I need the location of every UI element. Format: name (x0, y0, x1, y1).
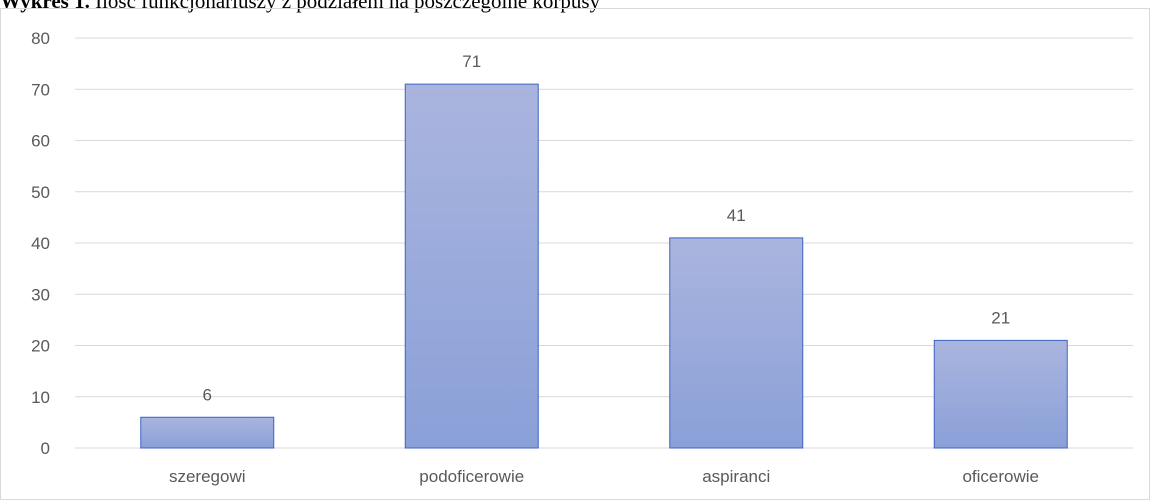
data-label-aspiranci: 41 (727, 206, 746, 225)
data-labels: 6 71 41 21 (203, 52, 1011, 404)
data-label-oficerowie: 21 (991, 308, 1010, 327)
y-tick-label: 50 (31, 183, 50, 202)
x-axis-categories: szeregowi podoficerowie aspiranci oficerowi… (169, 467, 1039, 486)
y-tick-label: 80 (31, 29, 50, 48)
bar-szeregowi (140, 416, 275, 449)
chart-caption: Wykres 1. Ilość funkcjonariuszy z podzia… (0, 0, 600, 12)
bar-aspiranci (669, 237, 804, 449)
caption-number: Wykres 1. (0, 0, 90, 13)
y-tick-label: 60 (31, 132, 50, 151)
x-category-label: oficerowie (962, 467, 1039, 486)
x-category-label: podoficerowie (419, 467, 524, 486)
y-tick-label: 40 (31, 234, 50, 253)
bars (140, 83, 1068, 449)
bar-podoficerowie (404, 83, 539, 449)
data-label-podoficerowie: 71 (462, 52, 481, 71)
x-category-label: szeregowi (169, 467, 246, 486)
y-tick-label: 30 (31, 285, 50, 304)
bar-oficerowie (933, 339, 1068, 449)
y-axis-ticks: 0 10 20 30 40 50 60 70 80 (31, 29, 50, 458)
x-category-label: aspiranci (702, 467, 770, 486)
y-tick-label: 70 (31, 80, 50, 99)
y-tick-label: 0 (41, 439, 50, 458)
y-tick-label: 20 (31, 337, 50, 356)
chart-frame (0, 8, 1150, 500)
caption-text: Ilość funkcjonariuszy z podziałem na pos… (89, 0, 601, 13)
data-label-szeregowi: 6 (203, 385, 212, 404)
y-tick-label: 10 (31, 388, 50, 407)
